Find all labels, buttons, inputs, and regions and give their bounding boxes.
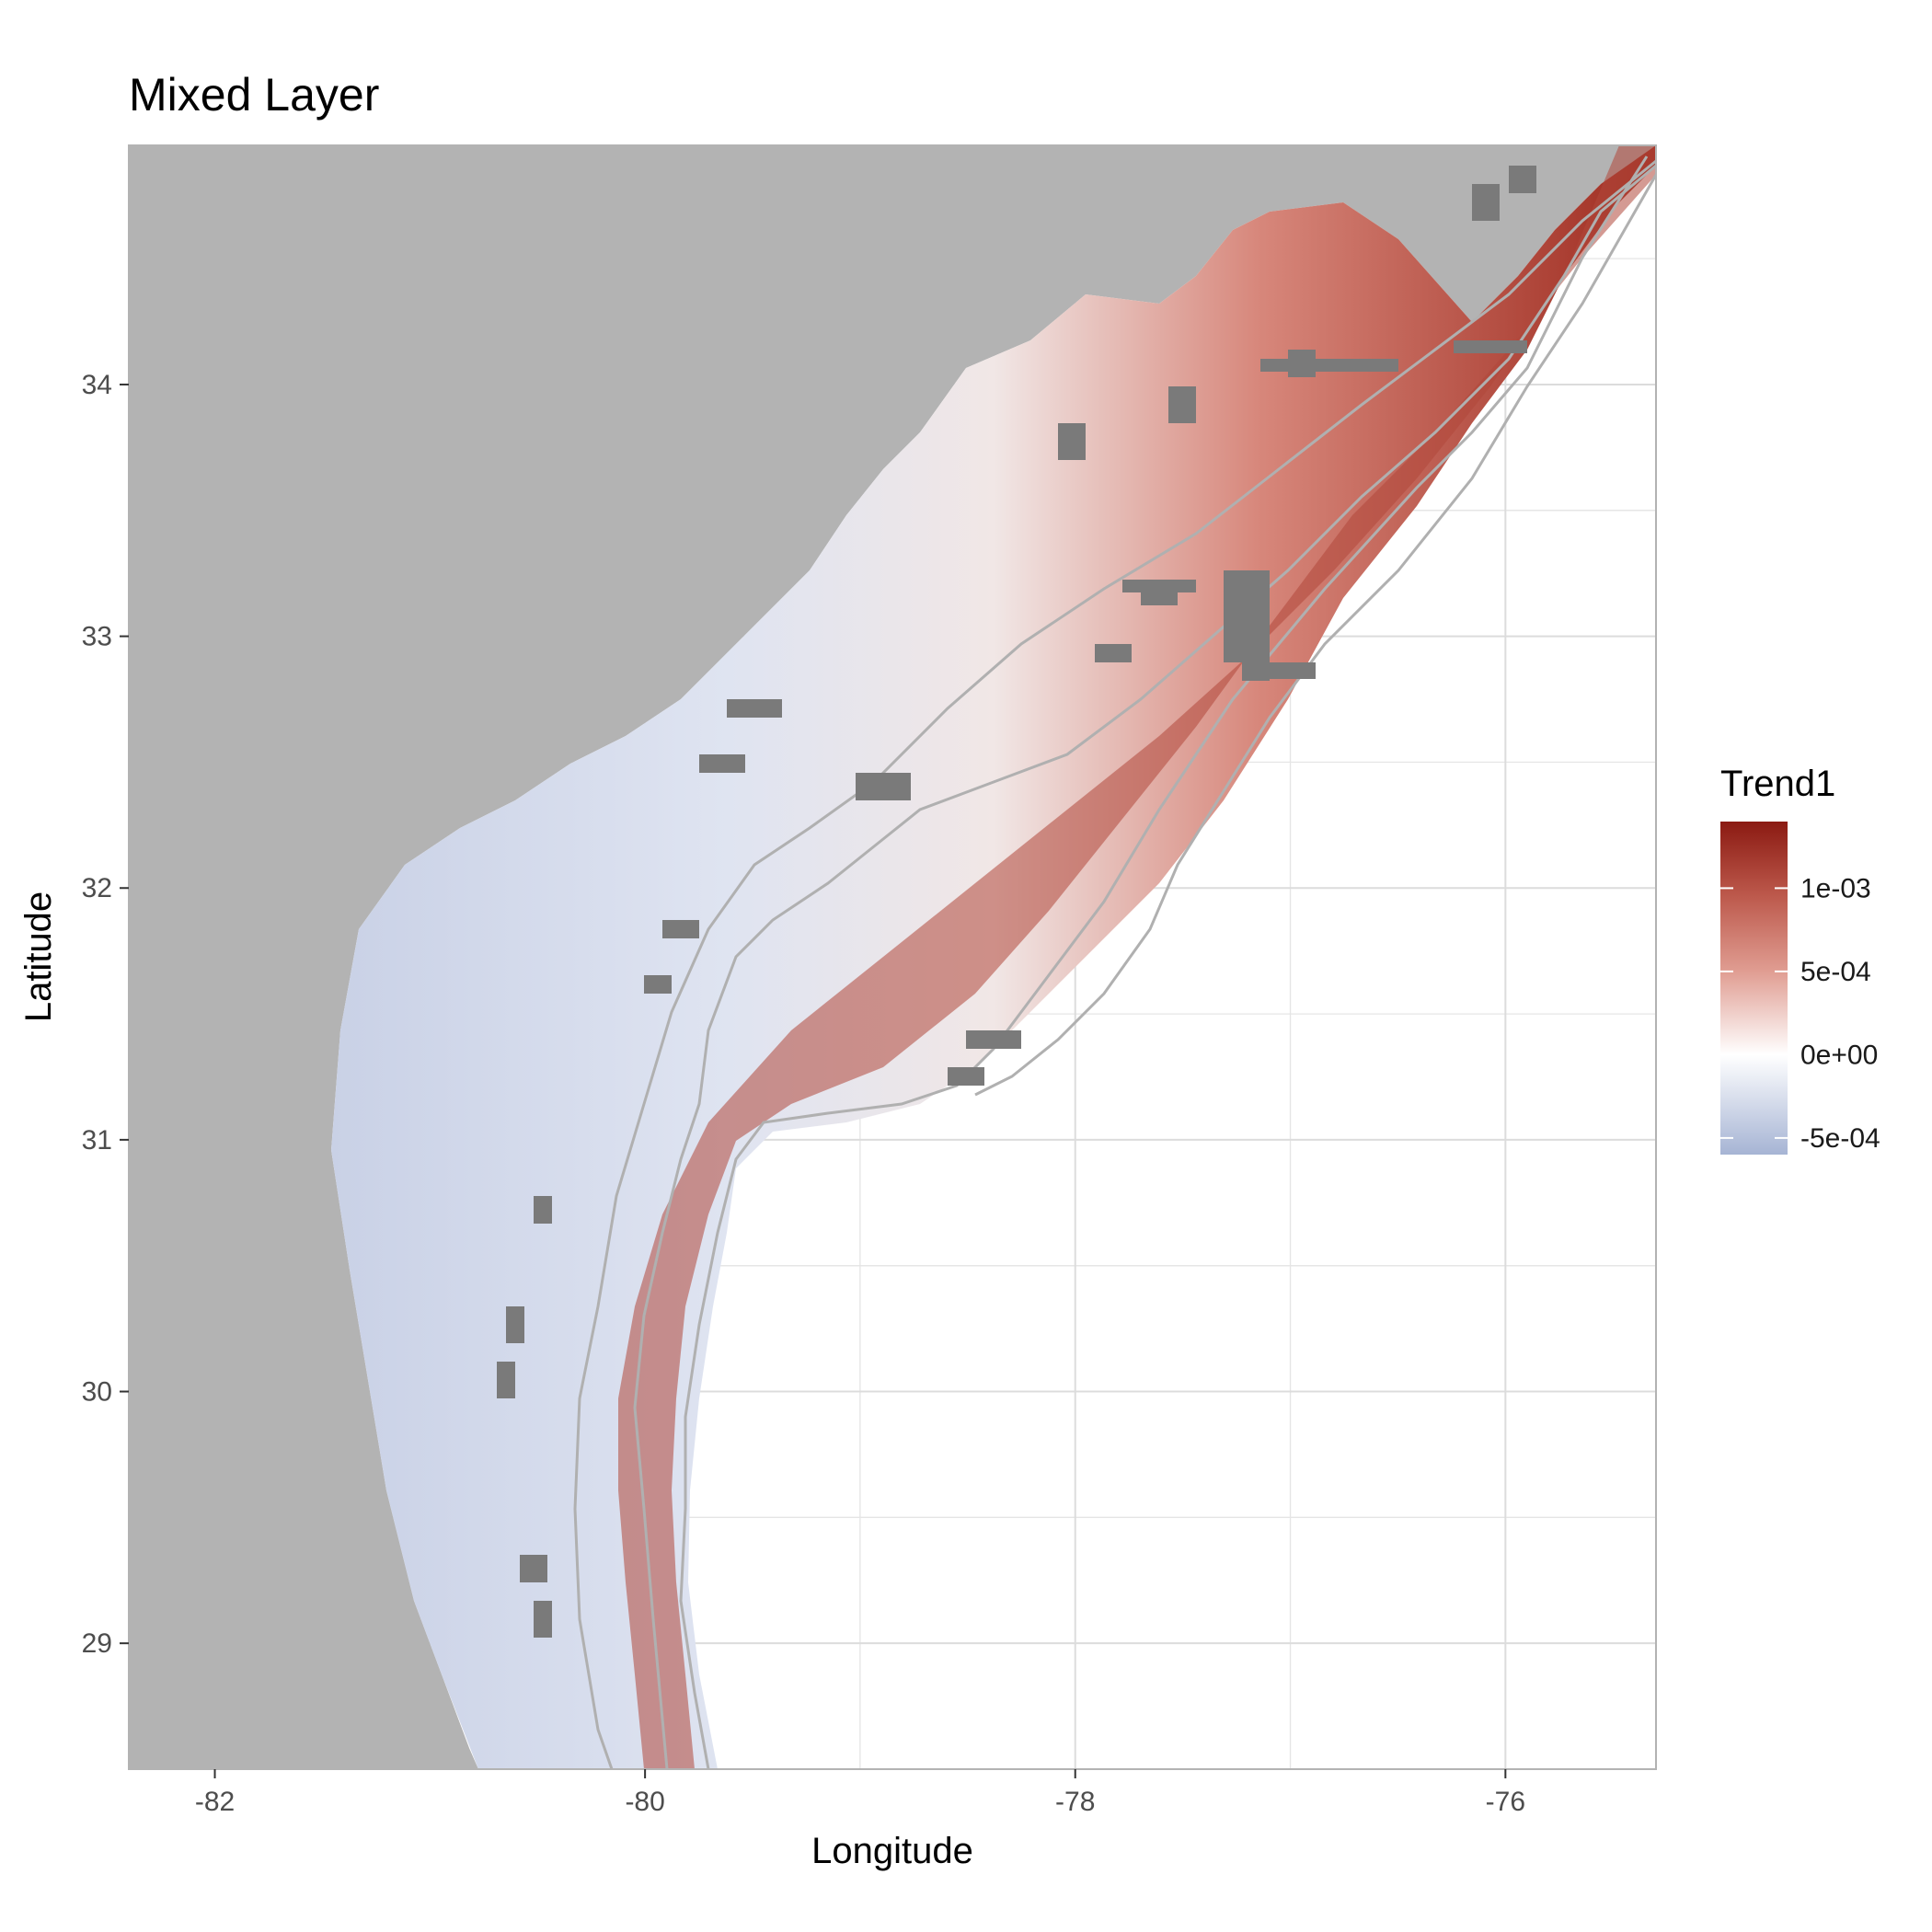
y-tick-label: 29: [82, 1628, 112, 1659]
plot-title: Mixed Layer: [129, 69, 379, 121]
y-tick-label: 31: [82, 1125, 112, 1156]
x-axis: -82 -80 -78 -76: [195, 1769, 1525, 1817]
y-axis: 29 30 31 32 33 34: [82, 370, 129, 1659]
legend-label: 1e-03: [1800, 873, 1871, 903]
x-tick-label: -82: [195, 1787, 235, 1817]
land-mass: [129, 145, 1656, 1769]
y-axis-title: Latitude: [18, 891, 59, 1022]
legend-label: 5e-04: [1800, 957, 1871, 987]
legend-ticks: 1e-03 5e-04 0e+00 -5e-04: [1720, 873, 1880, 1154]
panel-border: [128, 144, 1657, 1770]
y-tick-label: 30: [82, 1377, 112, 1408]
legend: Trend1 1e-03 5e-04 0e+00 -5e-04: [1720, 764, 1880, 1155]
y-tick-label: 32: [82, 873, 112, 903]
legend-colorbar: [1720, 822, 1788, 1155]
x-tick-label: -80: [625, 1787, 664, 1817]
legend-title: Trend1: [1720, 764, 1835, 804]
x-axis-title: Longitude: [811, 1831, 973, 1871]
y-tick-label: 34: [82, 370, 112, 400]
y-tick-label: 33: [82, 622, 112, 652]
legend-label: 0e+00: [1800, 1040, 1878, 1070]
missing-data-cells: [497, 166, 1536, 1638]
legend-label: -5e-04: [1800, 1123, 1880, 1154]
x-tick-label: -78: [1055, 1787, 1095, 1817]
x-tick-label: -76: [1486, 1787, 1525, 1817]
